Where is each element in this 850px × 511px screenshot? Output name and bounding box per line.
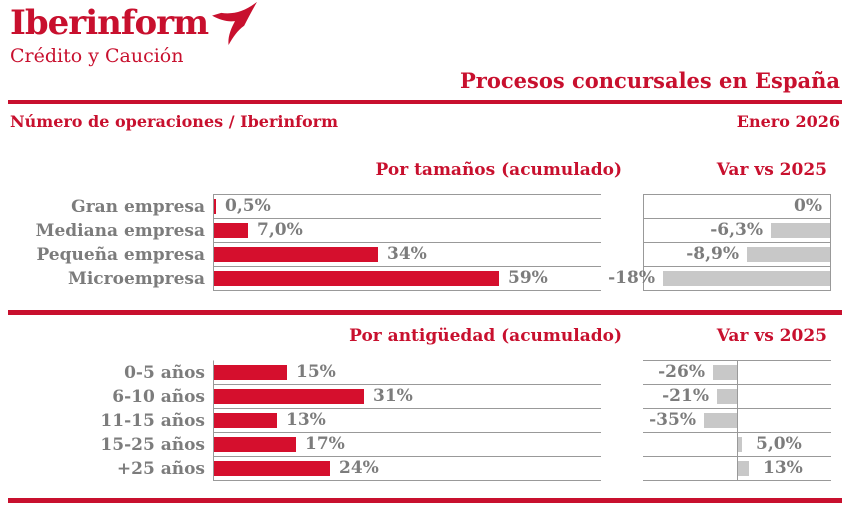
variation-value-label: 0% xyxy=(794,196,822,216)
page-title: Procesos concursales en España xyxy=(460,68,840,93)
bar xyxy=(214,247,378,262)
variation-bar xyxy=(713,365,737,380)
bar-row: 59% xyxy=(214,267,601,291)
variation-bar-row: -18% xyxy=(608,267,830,290)
value-label: 15% xyxy=(296,362,336,382)
bottom-divider xyxy=(8,498,842,503)
zero-axis-line xyxy=(737,361,738,481)
category-label: Gran empresa xyxy=(71,197,205,217)
bar-row: 15% xyxy=(214,361,601,385)
value-label: 13% xyxy=(286,410,326,430)
brand-logo: Iberinform Crédito y Caución xyxy=(10,1,257,67)
age-bar-chart: 15% 31% 13% 17% 24% xyxy=(213,360,601,481)
size-bar-chart: 0,5% 7,0% 34% 59% xyxy=(213,194,601,291)
value-label: 24% xyxy=(339,458,379,478)
bar-row: 13% xyxy=(214,409,601,433)
chart-title: Por tamaños (acumulado) xyxy=(375,160,622,180)
variation-value-label: -35% xyxy=(649,410,696,430)
variation-value-label: 13% xyxy=(763,458,803,478)
variation-bar xyxy=(737,437,742,452)
bar-row: 31% xyxy=(214,385,601,409)
value-label: 59% xyxy=(508,268,548,288)
variation-chart-title: Var vs 2025 xyxy=(716,326,827,346)
size-variation-chart: 0% -6,3% -8,9% -18% xyxy=(608,194,831,291)
age-variation-chart: -26% -21% -35% 5,0% 13% xyxy=(643,360,831,481)
variation-bar-row: -8,9% xyxy=(644,243,830,267)
variation-bar xyxy=(663,271,830,286)
category-label: Mediana empresa xyxy=(35,221,205,241)
bar xyxy=(214,389,364,404)
bar xyxy=(214,199,216,214)
bar-row: 7,0% xyxy=(214,219,601,243)
chart-title: Por antigüedad (acumulado) xyxy=(349,326,622,346)
category-label: 15-25 años xyxy=(100,435,205,455)
bird-icon xyxy=(211,1,259,49)
top-divider xyxy=(8,100,842,104)
middle-divider xyxy=(8,310,842,315)
category-label: +25 años xyxy=(116,459,205,479)
bar xyxy=(214,365,287,380)
bar xyxy=(214,271,499,286)
category-label: 11-15 años xyxy=(100,411,205,431)
section-por-antiguedad: Por antigüedad (acumulado) Var vs 2025 0… xyxy=(8,326,842,481)
variation-chart-title: Var vs 2025 xyxy=(716,160,827,180)
category-labels: Gran empresa Mediana empresa Pequeña empre… xyxy=(8,194,213,291)
bar-row: 24% xyxy=(214,457,601,481)
bar xyxy=(214,437,296,452)
category-label: Microempresa xyxy=(68,269,205,289)
variation-bar xyxy=(747,247,830,262)
category-label: Pequeña empresa xyxy=(36,245,205,265)
variation-bar-row: 0% xyxy=(644,195,830,219)
category-label: 0-5 años xyxy=(124,363,205,383)
variation-value-label: -8,9% xyxy=(686,244,739,264)
variation-bar xyxy=(737,461,749,476)
variation-value-label: -6,3% xyxy=(710,220,763,240)
value-label: 31% xyxy=(373,386,413,406)
category-label: 6-10 años xyxy=(112,387,205,407)
section-por-tamanos: Por tamaños (acumulado) Var vs 2025 Gran… xyxy=(8,160,842,291)
value-label: 0,5% xyxy=(225,196,271,216)
variation-value-label: -21% xyxy=(662,386,709,406)
value-label: 7,0% xyxy=(257,220,303,240)
value-label: 17% xyxy=(305,434,345,454)
bar-row: 17% xyxy=(214,433,601,457)
value-label: 34% xyxy=(387,244,427,264)
variation-bar xyxy=(717,389,737,404)
bar xyxy=(214,461,330,476)
variation-value-label: -26% xyxy=(658,362,705,382)
bar xyxy=(214,413,277,428)
logo-subtitle: Crédito y Caución xyxy=(10,45,184,67)
variation-value-label: 5,0% xyxy=(756,434,802,454)
variation-value-label: -18% xyxy=(608,268,655,288)
bar xyxy=(214,223,248,238)
bar-row: 0,5% xyxy=(214,195,601,219)
variation-bar xyxy=(771,223,830,238)
logo-wordmark: Iberinform xyxy=(10,3,209,43)
category-labels: 0-5 años 6-10 años 11-15 años 15-25 años +25… xyxy=(8,360,213,481)
variation-bar-row: -6,3% xyxy=(644,219,830,243)
variation-bar xyxy=(704,413,737,428)
variation-bar-row: -35% xyxy=(643,409,831,433)
date-label: Enero 2026 xyxy=(736,112,840,131)
bar-row: 34% xyxy=(214,243,601,267)
source-label: Número de operaciones / Iberinform xyxy=(10,112,339,131)
